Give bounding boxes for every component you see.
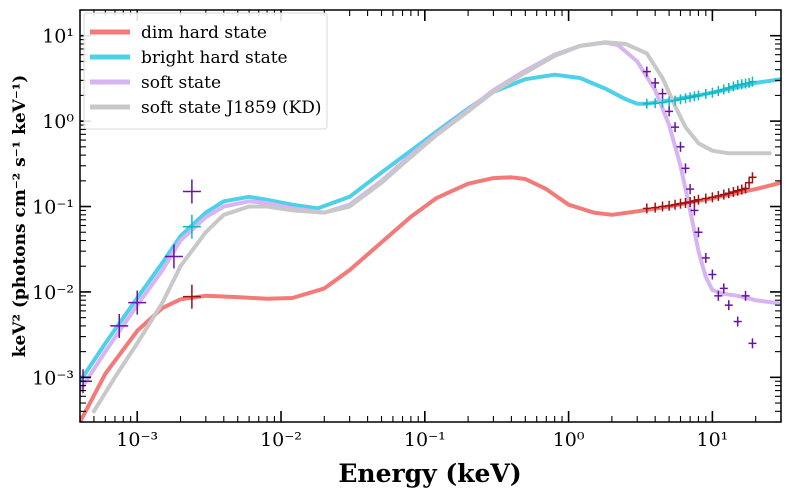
legend-items: dim hard state bright hard state soft stat… bbox=[90, 23, 322, 118]
data-point bbox=[724, 82, 733, 93]
data-point bbox=[686, 92, 695, 103]
series-line-1 bbox=[80, 175, 781, 422]
series-layer bbox=[80, 40, 781, 422]
y-tick-label: 10⁰ bbox=[42, 111, 74, 133]
x-tick-label: 10⁰ bbox=[553, 429, 585, 451]
x-axis-title: Energy (keV) bbox=[338, 459, 521, 488]
data-point bbox=[741, 183, 750, 194]
legend-entry: dim hard state bbox=[90, 23, 267, 43]
data-point bbox=[658, 88, 667, 99]
y-tick-label: 10¹ bbox=[42, 26, 74, 48]
x-tick-label: 10¹ bbox=[696, 429, 728, 451]
data-point bbox=[671, 199, 680, 210]
data-point bbox=[729, 186, 738, 197]
data-point bbox=[729, 81, 738, 92]
data-point bbox=[708, 269, 717, 280]
x-tick-labels: 10⁻³ 10⁻² 10⁻¹ 10⁰ 10¹ bbox=[116, 429, 728, 451]
x-tick-label: 10⁻¹ bbox=[404, 429, 446, 451]
data-point bbox=[164, 244, 183, 269]
data-point bbox=[733, 316, 742, 327]
data-point bbox=[701, 252, 710, 263]
data-point bbox=[676, 94, 685, 105]
data-point bbox=[651, 77, 660, 88]
data-point bbox=[681, 197, 690, 208]
data-point bbox=[110, 313, 129, 338]
legend-box bbox=[83, 12, 328, 130]
data-point bbox=[665, 96, 674, 107]
data-point bbox=[642, 203, 651, 214]
data-point bbox=[701, 193, 710, 204]
data-point bbox=[671, 122, 680, 133]
data-point bbox=[748, 76, 757, 87]
data-point bbox=[128, 290, 147, 315]
legend-label: dim hard state bbox=[141, 23, 267, 43]
y-tick-label: 10⁻³ bbox=[32, 367, 74, 389]
data-point bbox=[733, 185, 742, 196]
x-tick-label: 10⁻³ bbox=[116, 429, 158, 451]
data-point bbox=[665, 106, 674, 117]
data-point bbox=[714, 190, 723, 201]
data-point bbox=[745, 177, 754, 188]
data-point bbox=[686, 184, 695, 195]
data-point bbox=[708, 87, 717, 98]
data-point bbox=[714, 290, 723, 301]
data-point bbox=[724, 188, 733, 199]
legend-entry: soft state J1859 (KD) bbox=[90, 98, 322, 118]
data-point bbox=[694, 227, 703, 238]
legend-entry: bright hard state bbox=[90, 48, 288, 68]
data-point bbox=[182, 214, 201, 239]
data-point bbox=[676, 141, 685, 152]
plot-frame bbox=[79, 9, 782, 423]
data-point bbox=[690, 196, 699, 207]
data-point bbox=[719, 283, 728, 294]
data-point bbox=[741, 290, 750, 301]
data-point bbox=[651, 202, 660, 213]
legend: dim hard state bright hard state soft stat… bbox=[83, 12, 328, 130]
data-point bbox=[708, 192, 717, 203]
data-point bbox=[719, 189, 728, 200]
data-point bbox=[658, 97, 667, 108]
data-point bbox=[748, 172, 757, 183]
y-axis-title: keV² (photons cm⁻² s⁻¹ keV⁻¹) bbox=[10, 75, 30, 358]
data-point bbox=[642, 98, 651, 109]
data-point bbox=[737, 184, 746, 195]
data-point bbox=[748, 338, 757, 349]
data-point bbox=[665, 200, 674, 211]
data-point bbox=[724, 300, 733, 311]
data-points-layer bbox=[80, 66, 757, 394]
data-point bbox=[681, 163, 690, 174]
data-point bbox=[642, 66, 651, 77]
data-point bbox=[651, 98, 660, 109]
x-tick-label: 10⁻² bbox=[260, 429, 302, 451]
data-point bbox=[694, 194, 703, 205]
data-point bbox=[714, 86, 723, 97]
data-point bbox=[719, 84, 728, 95]
y-tick-labels: 10⁻³ 10⁻² 10⁻¹ 10⁰ 10¹ bbox=[32, 26, 74, 390]
data-point bbox=[690, 91, 699, 102]
y-tick-label: 10⁻² bbox=[32, 282, 74, 304]
data-point bbox=[681, 93, 690, 104]
data-point bbox=[690, 205, 699, 216]
data-point bbox=[686, 196, 695, 207]
series-line-4 bbox=[91, 40, 772, 414]
legend-entry: soft state bbox=[90, 73, 221, 93]
y-tick-label: 10⁻¹ bbox=[32, 197, 74, 219]
legend-label: soft state bbox=[141, 73, 221, 93]
legend-label: soft state J1859 (KD) bbox=[141, 98, 322, 118]
data-point bbox=[701, 88, 710, 99]
legend-label: bright hard state bbox=[141, 48, 288, 68]
data-point bbox=[182, 179, 201, 204]
data-point bbox=[694, 90, 703, 101]
data-point bbox=[671, 95, 680, 106]
data-point bbox=[182, 284, 201, 309]
